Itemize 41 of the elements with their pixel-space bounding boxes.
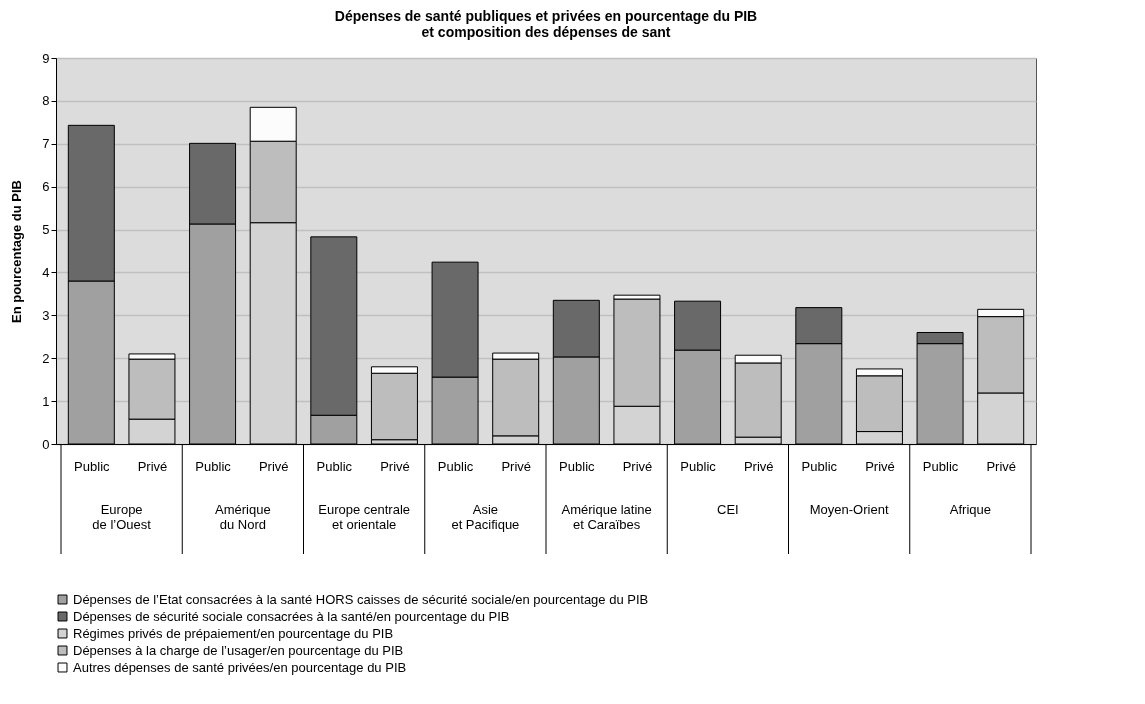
- y-tick-label: 6: [42, 179, 50, 195]
- y-tick-label: 7: [42, 136, 50, 152]
- x-tick-label: Public: [74, 458, 111, 474]
- y-tick-label: 8: [42, 93, 50, 109]
- y-tick-label: 9: [42, 50, 50, 66]
- y-axis-title: En pourcentage du PIB: [9, 179, 25, 324]
- x-tick-label: Public: [559, 458, 596, 474]
- legend-label: Dépenses de sécurité sociale consacrées à la santé/en pourcentage du PIB: [73, 608, 510, 624]
- chart-title: Dépenses de santé publiques et privées en pourcentage du PIB et composition des dépenses de sant: [334, 8, 758, 40]
- text: Afrique: [949, 502, 991, 517]
- text: Europe de l’Ouest: [92, 502, 152, 532]
- text: Amérique du Nord: [215, 502, 271, 532]
- x-tick-label: Public: [922, 458, 959, 474]
- y-tick-label: 5: [42, 222, 50, 238]
- x-tick-label: Privé: [501, 458, 531, 474]
- text: CEI: [717, 502, 739, 517]
- x-tick-label: Public: [680, 458, 717, 474]
- x-tick-label: Public: [195, 458, 232, 474]
- legend-label: Autres dépenses de santé privées/en pourcentage du PIB: [73, 659, 407, 675]
- x-tick-label: Privé: [743, 458, 774, 474]
- y-tick-label: 3: [42, 307, 50, 323]
- text: Amérique latine et Caraïbes: [561, 502, 652, 532]
- x-tick-label: Public: [437, 458, 474, 474]
- x-tick-label: Privé: [137, 458, 168, 474]
- y-tick-label: 0: [42, 436, 50, 452]
- text: Europe centrale et orientale: [318, 502, 411, 532]
- y-tick-label: 1: [42, 393, 50, 409]
- text: Asie et Pacifique: [451, 502, 520, 532]
- text: Moyen-Orient: [809, 502, 889, 517]
- x-tick-label: Privé: [258, 458, 289, 474]
- x-tick-label: Public: [316, 458, 353, 474]
- legend-label: Dépenses de l’Etat consacrées à la santé HORS caisses de sécurité sociale/en pourcentage du PIB: [73, 591, 649, 607]
- legend-label: Régimes privés de prépaiement/en pourcentage du PIB: [73, 625, 394, 641]
- x-tick-label: Public: [801, 458, 838, 474]
- legend-label: Dépenses à la charge de l’usager/en pourcentage du PIB: [73, 642, 404, 658]
- y-tick-label: 4: [42, 264, 50, 280]
- x-tick-label: Privé: [865, 458, 895, 474]
- x-tick-label: Privé: [986, 458, 1016, 474]
- x-tick-label: Privé: [380, 458, 410, 474]
- y-tick-label: 2: [42, 350, 50, 366]
- x-tick-label: Privé: [622, 458, 653, 474]
